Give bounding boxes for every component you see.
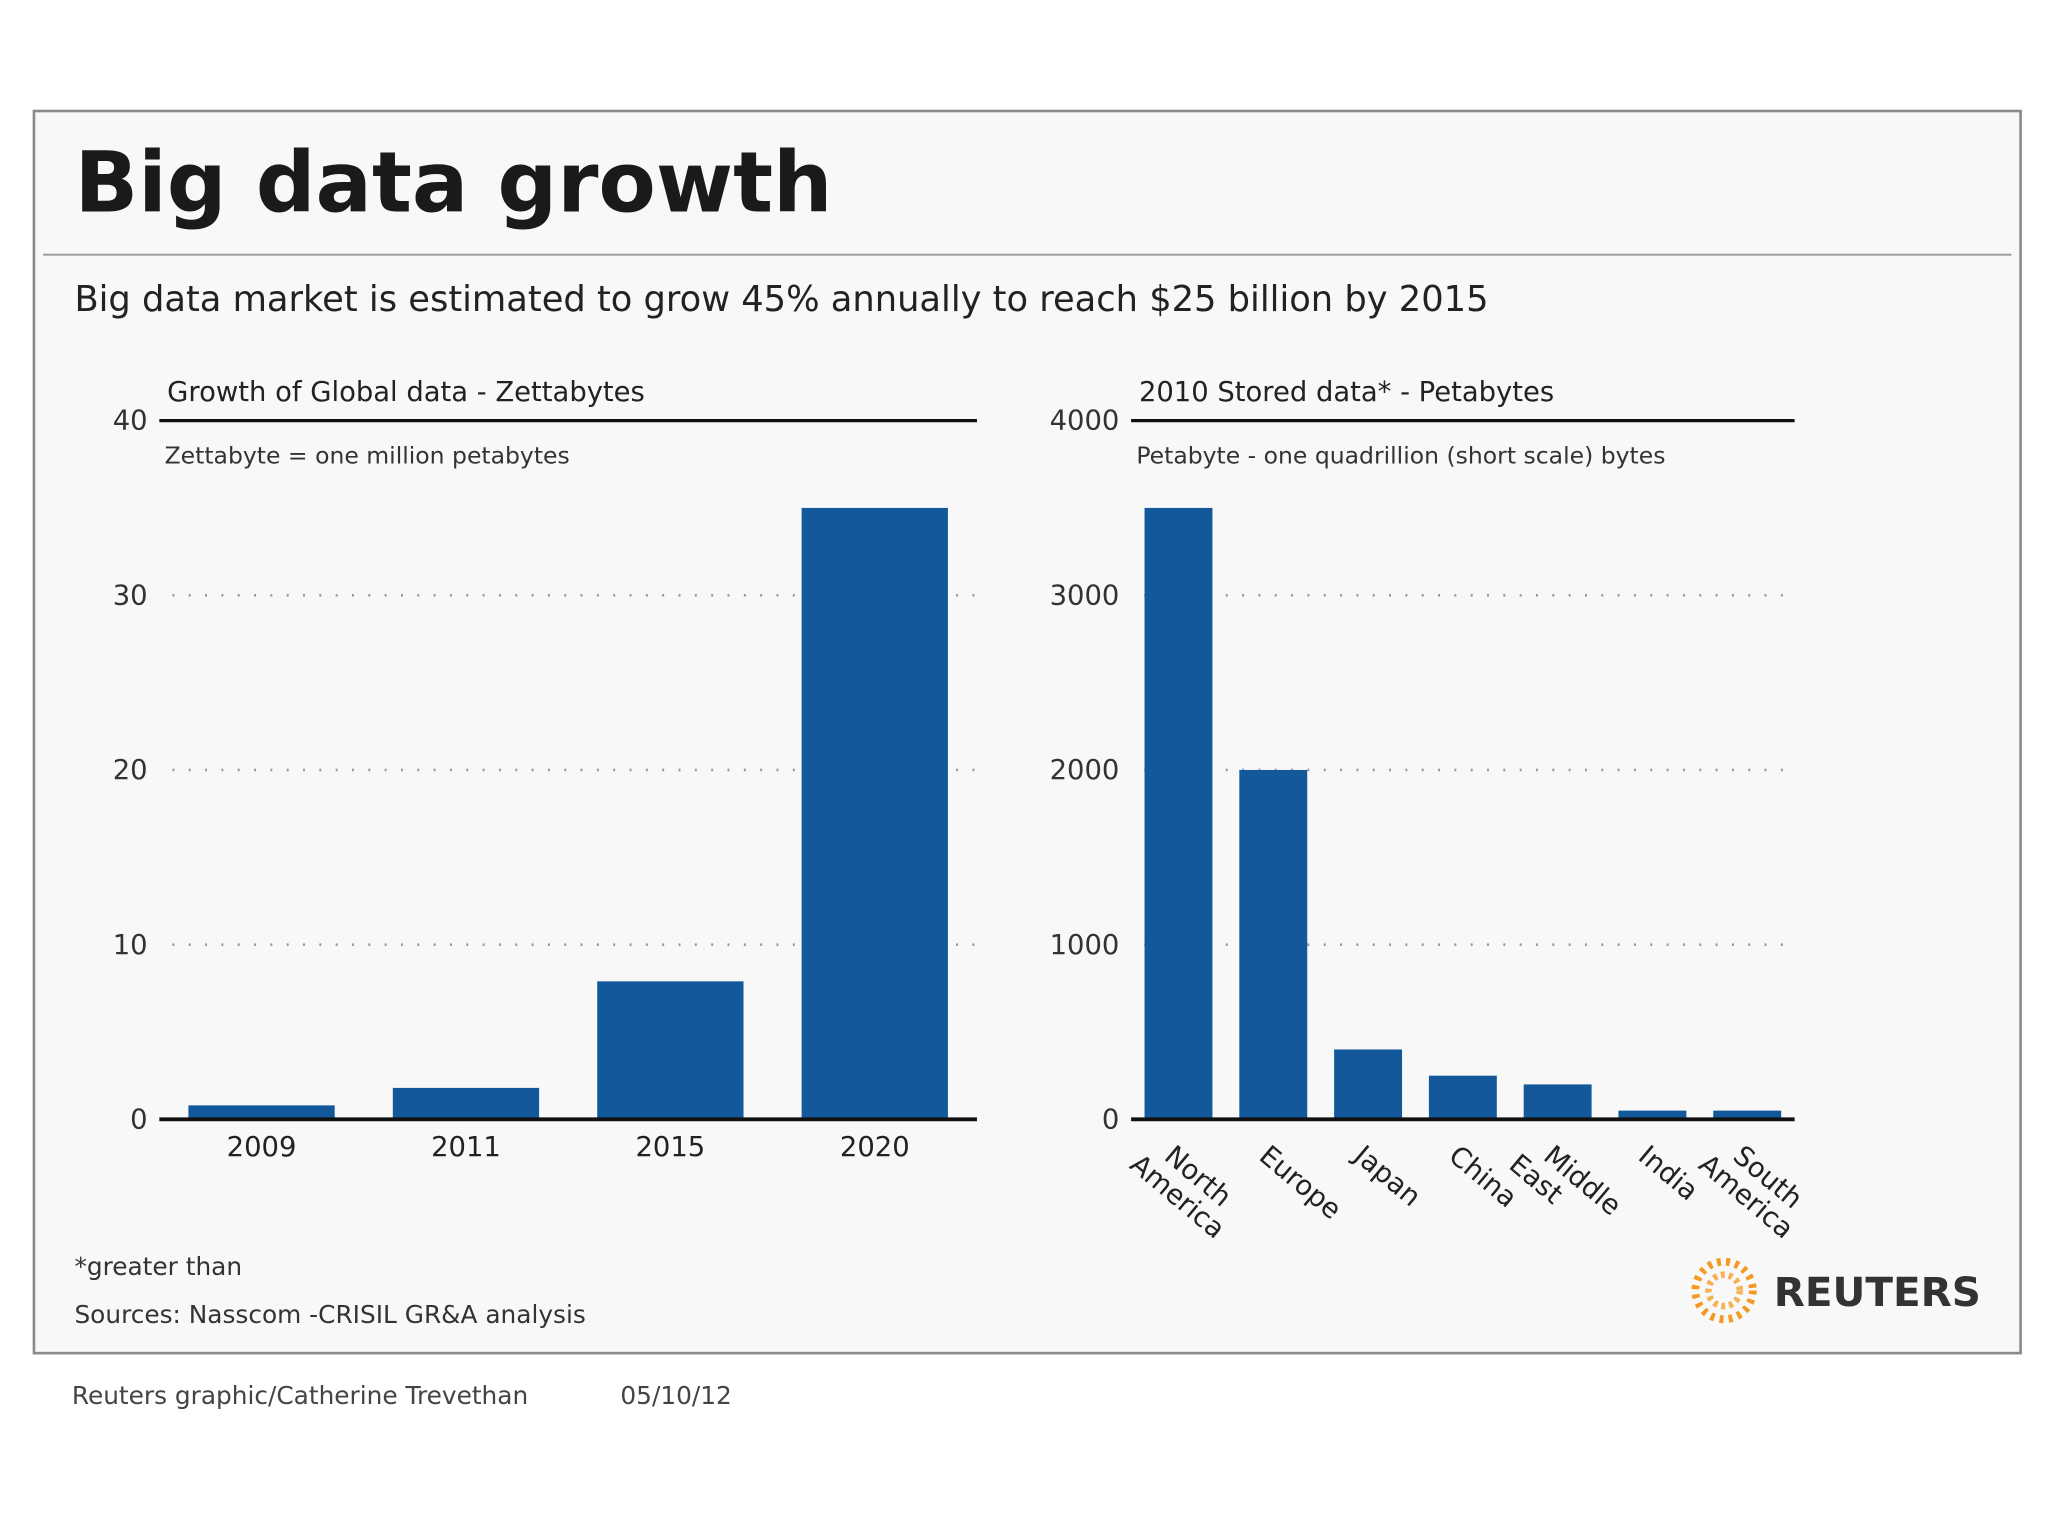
frame <box>32 109 2022 1355</box>
logo-mark <box>1691 1257 1757 1324</box>
y-tick-label: 4000 <box>1050 406 1120 437</box>
y-tick-label: 30 <box>113 580 148 611</box>
x-tick-label: 2020 <box>840 1132 910 1163</box>
bar <box>1523 1084 1592 1120</box>
chart-title: 2010 Stored data* - Petabytes <box>1139 377 1554 408</box>
bar <box>801 507 948 1120</box>
bar <box>1239 769 1308 1120</box>
chart-note: Zettabyte = one million petabytes <box>165 442 570 470</box>
y-tick-label: 1000 <box>1050 930 1120 961</box>
subtitle: Big data market is estimated to grow 45%… <box>74 279 1488 320</box>
footnote: *greater than <box>74 1252 242 1281</box>
y-tick-label: 0 <box>130 1104 147 1135</box>
y-tick-label: 3000 <box>1050 580 1120 611</box>
bar <box>1618 1110 1687 1120</box>
credit: Reuters graphic/Catherine Trevethan <box>72 1381 528 1410</box>
y-tick-label: 40 <box>113 406 148 437</box>
x-tick-label: 2011 <box>431 1132 501 1163</box>
bar <box>1334 1049 1403 1120</box>
bar <box>1144 507 1213 1120</box>
bar <box>1428 1075 1497 1120</box>
bar <box>597 981 744 1120</box>
y-tick-label: 2000 <box>1050 755 1120 786</box>
y-tick-label: 0 <box>1102 1104 1119 1135</box>
x-tick-label: 2015 <box>635 1132 705 1163</box>
x-tick-label: 2009 <box>227 1132 297 1163</box>
source: Sources: Nasscom -CRISIL GR&A analysis <box>74 1300 585 1329</box>
bar <box>1713 1110 1782 1120</box>
bar <box>392 1087 540 1120</box>
y-tick-label: 10 <box>113 930 148 961</box>
chart-title: Growth of Global data - Zettabytes <box>167 377 645 408</box>
chart-note: Petabyte - one quadrillion (short scale)… <box>1136 442 1665 470</box>
logo: REUTERS <box>1774 1268 1981 1316</box>
y-tick-label: 20 <box>113 755 148 786</box>
date: 05/10/12 <box>620 1381 731 1410</box>
title: Big data growth <box>74 134 832 232</box>
bar <box>188 1105 335 1120</box>
